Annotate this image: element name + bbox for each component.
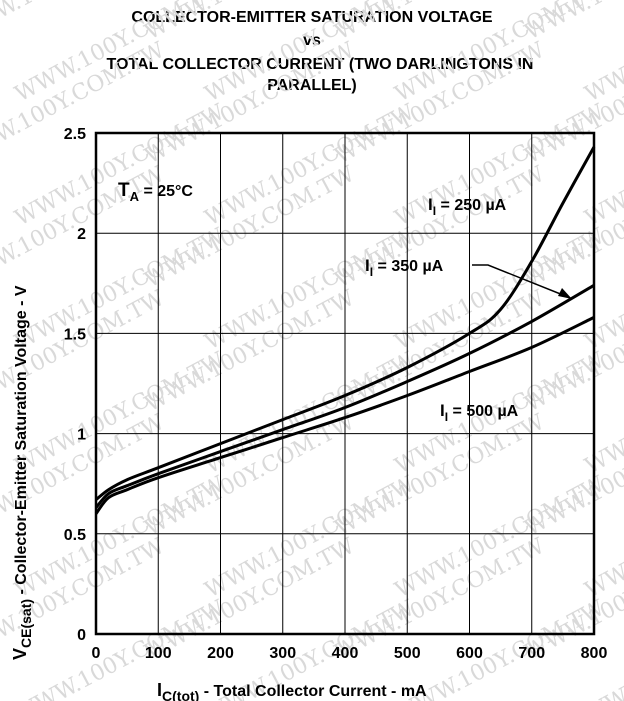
series-line-350: [94, 284, 595, 509]
y-tick-label: 1: [77, 427, 86, 444]
chart-title-line3: TOTAL COLLECTOR CURRENT (TWO DARLINGTONS…: [106, 56, 534, 73]
y-tick-label: 2.5: [64, 126, 86, 143]
x-tick-label: 300: [269, 645, 296, 662]
x-tick-label: 500: [394, 645, 421, 662]
series-350-arrowhead: [558, 288, 572, 299]
series-label-500: II = 500 µA: [440, 401, 519, 424]
series-label-350: II = 350 µA: [365, 256, 444, 279]
y-tick-label: 0: [77, 627, 86, 644]
x-tick-label: 100: [145, 645, 172, 662]
x-tick-label: 600: [456, 645, 483, 662]
x-tick-label: 400: [332, 645, 359, 662]
condition-label: TA = 25°C: [118, 180, 193, 204]
series-line-250: [95, 146, 596, 501]
y-tick-label: 0.5: [64, 527, 86, 544]
y-tick-label: 1.5: [64, 326, 86, 343]
plot-frame: [94, 131, 596, 636]
series-label-250: II = 250 µA: [428, 195, 507, 218]
y-tick-label: 2: [77, 226, 86, 243]
y-axis-label: VCE(sat) - Collector-Emitter Saturation …: [10, 285, 34, 660]
ticks-layer: 0 100 200 300 400 500 600 700 800 0 0.5 1 1.5 2 2.5: [64, 126, 608, 662]
x-tick-label: 800: [581, 645, 608, 662]
grid-layer: [96, 133, 594, 634]
x-tick-label: 0: [92, 645, 101, 662]
x-axis-label: IC(tot) - Total Collector Current - mA: [157, 680, 427, 701]
chart-title-vs: vs: [303, 32, 321, 49]
series-layer: [94, 146, 596, 515]
x-tick-label: 700: [518, 645, 545, 662]
series-350-leader-line: [472, 264, 569, 298]
x-tick-label: 200: [207, 645, 234, 662]
chart-title: COLLECTOR-EMITTER SATURATION VOLTAGE: [131, 9, 493, 26]
series-line-500: [94, 316, 595, 515]
chart-title-line4: PARALLEL): [267, 77, 357, 94]
